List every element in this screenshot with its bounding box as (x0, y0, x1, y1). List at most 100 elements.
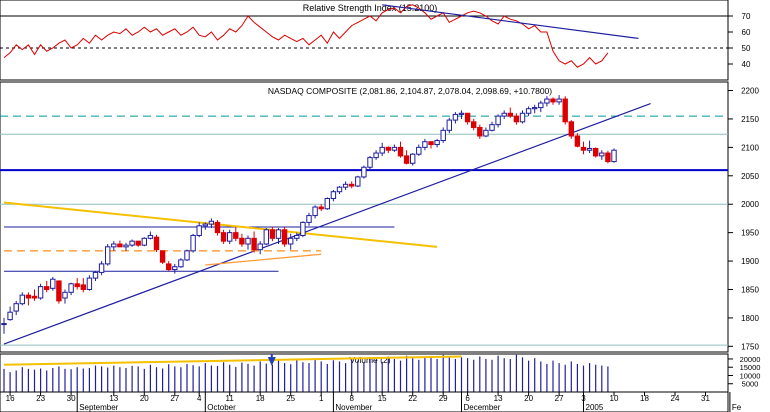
price-tick-label: 1850 (741, 285, 759, 294)
rsi-title: Relative Strength Index (15.2100) (303, 3, 438, 13)
candle-body (153, 236, 160, 251)
x-period-label: September (79, 403, 118, 412)
candle-body (532, 107, 538, 110)
candle-body (525, 108, 532, 114)
candle-body (44, 286, 50, 290)
candle-body (214, 221, 221, 234)
x-tick-label: 6 (465, 394, 470, 403)
x-tick-label: 27 (170, 394, 179, 403)
candle-body (410, 153, 416, 164)
candle-body (208, 220, 215, 225)
candle-body (62, 291, 68, 299)
candle-body (7, 311, 13, 321)
x-tick-label: 18 (640, 394, 649, 403)
x-period-label: October (207, 403, 236, 412)
blue-trendline (3, 103, 651, 345)
x-tick-label: 15 (378, 394, 387, 403)
rsi-plot-frame (0, 0, 729, 81)
candle-body (196, 225, 202, 236)
candle-body (318, 206, 324, 210)
candle-body (184, 250, 190, 261)
candle-body (434, 140, 440, 146)
candle-body (190, 234, 196, 252)
x-tick-label: 27 (555, 394, 564, 403)
rsi-tick-label: 70 (742, 12, 751, 21)
candle-body (538, 102, 544, 109)
x-tick-label: 10 (610, 394, 619, 403)
price-tick-label: 2000 (741, 200, 759, 209)
price-title: NASDAQ COMPOSITE (2,081.86, 2,104.87, 2,… (268, 86, 552, 96)
x-tick-label: 30 (67, 394, 76, 403)
x-tick-label: 8 (349, 394, 354, 403)
price-tick-label: 2150 (741, 115, 759, 124)
candle-body (50, 278, 56, 289)
x-tick-label: 4 (197, 394, 202, 403)
candle-body (233, 232, 239, 239)
candle-body (507, 112, 514, 117)
candle-body (495, 115, 501, 126)
x-period-label: November (335, 403, 372, 412)
candle-body (599, 152, 605, 157)
candle-body (1, 323, 7, 326)
candle-body (269, 229, 276, 239)
rsi-tick-label: 40 (742, 60, 751, 69)
price-tick-label: 1900 (741, 257, 759, 266)
x-tick-label: 24 (671, 394, 680, 403)
candle-body (605, 152, 611, 163)
candle-body (172, 266, 178, 271)
rsi-panel: Relative Strength Index (15.2100) 40 50 60… (0, 0, 751, 81)
x-tick-label: 18 (256, 394, 265, 403)
x-tick-label: 20 (140, 394, 149, 403)
candle-body (281, 229, 288, 245)
candle-body (111, 243, 117, 248)
x-tick-label: 31 (701, 394, 710, 403)
x-tick-label: 13 (494, 394, 503, 403)
candle-body (80, 284, 86, 290)
candle-body (257, 243, 263, 251)
candle-body (263, 229, 270, 245)
candle-body (464, 112, 471, 123)
candle-body (428, 141, 434, 146)
x-tick-label: 23 (36, 394, 45, 403)
candle-body (178, 259, 184, 268)
orange-trendline (205, 253, 322, 266)
candle-body (159, 250, 166, 263)
candle-body (56, 280, 62, 302)
candle-body (550, 98, 556, 103)
candle-body (574, 135, 581, 147)
candle-body (98, 263, 105, 273)
candle-body (391, 146, 398, 151)
price-tick-label: 1950 (741, 229, 759, 238)
candle-body (19, 294, 26, 305)
x-period-label: Fe (732, 403, 742, 412)
rsi-tick-label: 60 (742, 28, 751, 37)
candle-body (288, 237, 294, 245)
price-tick-label: 2200 (741, 87, 759, 96)
candle-body (385, 146, 392, 151)
candle-body (440, 129, 446, 142)
rsi-tick-label: 50 (742, 44, 751, 53)
candle-body (251, 237, 257, 251)
candle-body (312, 206, 318, 217)
price-tick-label: 2100 (741, 143, 759, 152)
candle-body (477, 126, 483, 137)
candle-body (471, 121, 477, 128)
price-tick-label: 1750 (741, 342, 759, 351)
candle-body (355, 176, 361, 187)
price-tick-label: 1800 (741, 314, 759, 323)
candle-body (86, 277, 93, 290)
rsi-line (3, 4, 609, 68)
volume-tick-label: 20000 (740, 355, 761, 364)
candle-body (342, 183, 349, 188)
candle-body (13, 303, 19, 312)
candle-body (580, 146, 587, 151)
candle-body (593, 148, 599, 157)
x-tick-label: 22 (408, 394, 417, 403)
candle-body (220, 232, 227, 242)
candle-body (446, 119, 453, 131)
price-plot-frame (0, 81, 729, 353)
price-tick-label: 2050 (741, 172, 759, 181)
candle-body (31, 295, 38, 299)
candle-body (245, 237, 251, 245)
